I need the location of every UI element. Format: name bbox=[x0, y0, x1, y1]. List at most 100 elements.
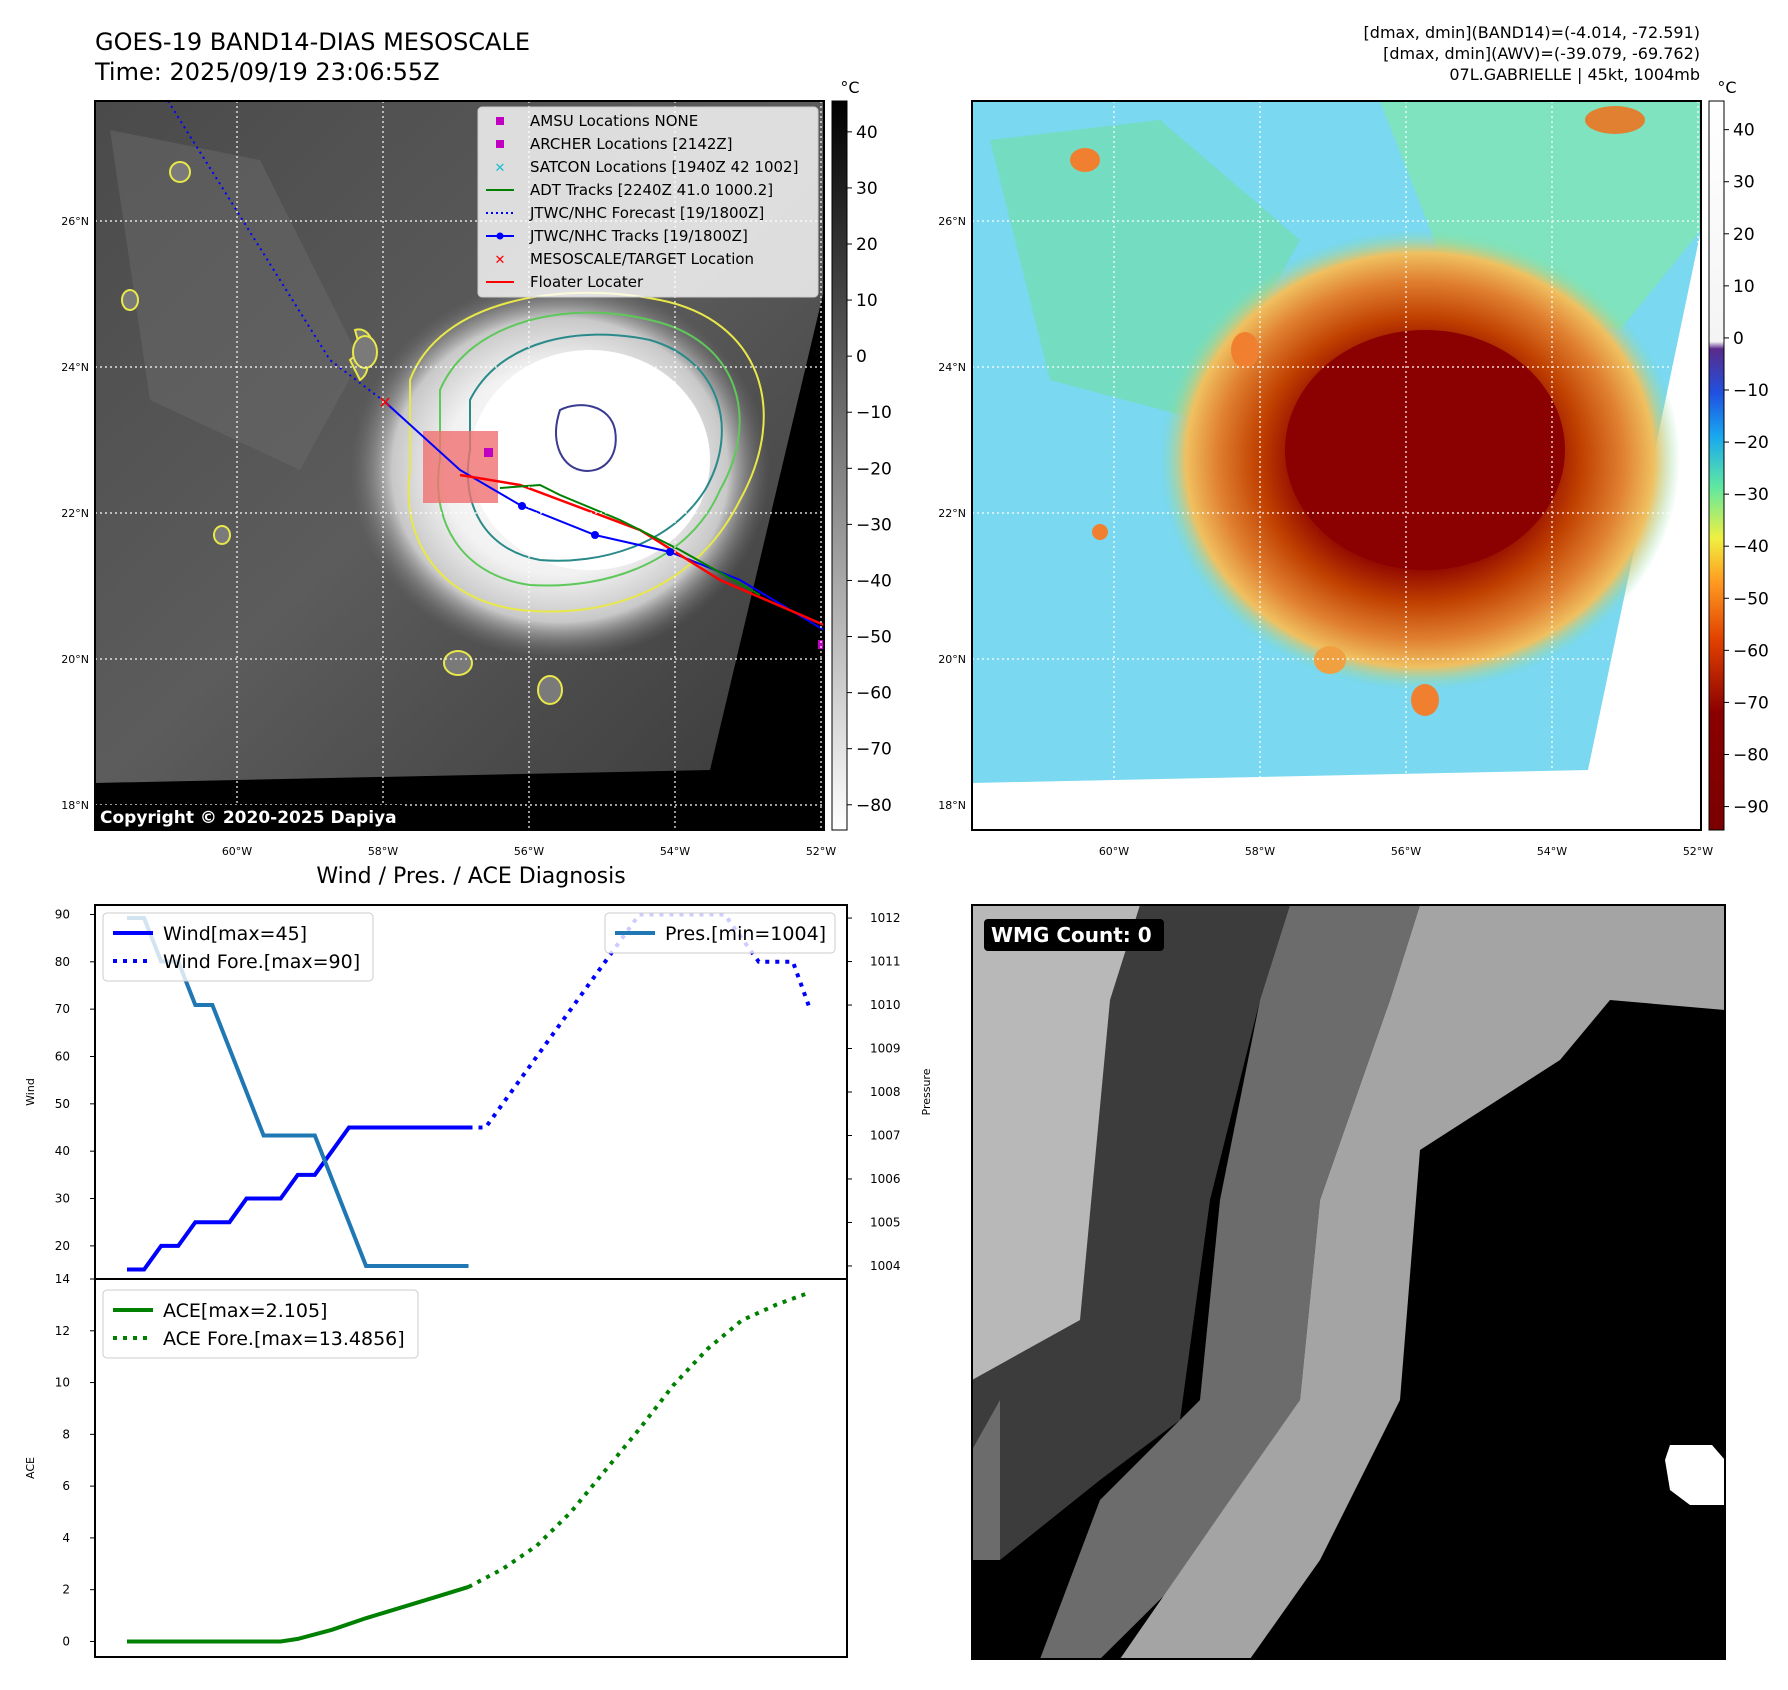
legend-marker-square bbox=[496, 117, 504, 125]
legend-label: JTWC/NHC Forecast [19/1800Z] bbox=[529, 204, 764, 222]
track-point bbox=[518, 502, 526, 510]
colorbar-tick-label: −50 bbox=[1733, 589, 1769, 609]
lon-label: 60°W bbox=[222, 845, 252, 858]
cloud-cell bbox=[1314, 646, 1346, 674]
map-legend: AMSU Locations NONE ARCHER Locations [214… bbox=[477, 106, 819, 298]
colorbar-tick-label: −60 bbox=[856, 684, 892, 704]
color-colorbar-unit: °C bbox=[1717, 78, 1736, 97]
cloud-cell bbox=[537, 675, 563, 705]
map-grid bbox=[972, 101, 1701, 830]
colorbar-tick-label: 20 bbox=[1733, 225, 1755, 245]
wind-line bbox=[127, 1125, 469, 1272]
cloud-cell bbox=[352, 335, 378, 369]
contour-teal bbox=[466, 333, 723, 562]
lat-label: 24°N bbox=[938, 361, 966, 374]
cloud-cell bbox=[1411, 684, 1439, 716]
copyright-box bbox=[95, 805, 405, 830]
cloud-cell bbox=[213, 525, 231, 545]
wmg-count-badge bbox=[984, 919, 1164, 951]
stats-band14: [dmax, dmin](BAND14)=(-4.014, -72.591) bbox=[1364, 23, 1700, 42]
storm-core bbox=[1285, 330, 1565, 570]
wind-ylabel: Wind bbox=[24, 1078, 37, 1106]
colorbar-tick-label: −10 bbox=[856, 403, 892, 423]
colorbar-tick-label: 10 bbox=[1733, 277, 1755, 297]
pressure-ytick-label: 1012 bbox=[870, 911, 901, 925]
colorbar-tick-label: 10 bbox=[856, 291, 878, 311]
legend-marker-square bbox=[496, 140, 504, 148]
wind-ytick-label: 60 bbox=[55, 1049, 70, 1063]
floater-track bbox=[459, 473, 824, 627]
lon-label: 56°W bbox=[1391, 845, 1421, 858]
legend-label: SATCON Locations [1940Z 42 1002] bbox=[530, 158, 798, 176]
cloud-cell bbox=[1585, 106, 1645, 134]
ace-ytick-label: 2 bbox=[62, 1583, 70, 1597]
wmg-zone-white bbox=[1665, 1445, 1725, 1505]
gray-colorbar-unit: °C bbox=[840, 78, 859, 97]
wmg-panel: WMG Count: 0 bbox=[971, 904, 1726, 1660]
colorbar-tick-label: −80 bbox=[1733, 745, 1769, 765]
pressure-ylabel: Pressure bbox=[920, 1068, 933, 1115]
floater-box bbox=[423, 431, 498, 503]
colorbar-tick-label: −10 bbox=[1733, 381, 1769, 401]
legend-label: JTWC/NHC Tracks [19/1800Z] bbox=[529, 227, 748, 245]
pressure-ytick-label: 1006 bbox=[870, 1172, 901, 1186]
map-frame bbox=[94, 100, 825, 831]
legend-marker-x: ✕ bbox=[495, 161, 506, 176]
wind-ytick-label: 20 bbox=[55, 1239, 70, 1253]
colorbar-tick-label: −70 bbox=[1733, 693, 1769, 713]
lat-label: 26°N bbox=[938, 215, 966, 228]
contour-green bbox=[437, 311, 741, 587]
chart-legend-label: Pres.[min=1004] bbox=[665, 923, 826, 945]
colorbar-tick-label: −90 bbox=[1733, 798, 1769, 818]
lon-label: 58°W bbox=[368, 845, 398, 858]
diagnosis-title: Wind / Pres. / ACE Diagnosis bbox=[316, 864, 625, 889]
cloud-cell bbox=[1231, 332, 1259, 368]
lat-label: 20°N bbox=[61, 653, 89, 666]
wmg-count: WMG Count: 0 bbox=[991, 923, 1152, 947]
chart-legend-box bbox=[604, 912, 836, 954]
colorbar-tick-label: −70 bbox=[856, 740, 892, 760]
cloud-cell bbox=[443, 650, 473, 676]
wmg-frame bbox=[971, 904, 1726, 1660]
lon-label: 52°W bbox=[1683, 845, 1713, 858]
chart-legend-label: ACE Fore.[max=13.4856] bbox=[163, 1328, 405, 1350]
legend-label: MESOSCALE/TARGET Location bbox=[530, 250, 754, 268]
lon-label: 60°W bbox=[1099, 845, 1129, 858]
colorbar-tick-label: −40 bbox=[856, 571, 892, 591]
wind-ytick-label: 90 bbox=[55, 907, 70, 921]
gray-colorbar: °C 40 30 20 10 0 −10 −20 −30 −40 −50 −60 −70 −80 bbox=[831, 78, 892, 831]
cloud-cell bbox=[1092, 524, 1108, 540]
color-colorbar-ramp bbox=[1708, 100, 1725, 831]
legend-label: ADT Tracks [2240Z 41.0 1000.2] bbox=[530, 181, 773, 199]
ace-ytick-label: 10 bbox=[55, 1376, 70, 1390]
forecast-track bbox=[167, 101, 386, 403]
figure-title: GOES-19 BAND14-DIAS MESOSCALE bbox=[95, 28, 530, 56]
contour-core bbox=[555, 404, 617, 472]
colorbar-tick-label: −80 bbox=[856, 796, 892, 816]
colorbar-tick-label: 30 bbox=[856, 179, 878, 199]
lat-label: 22°N bbox=[61, 507, 89, 520]
pressure-ytick-label: 1011 bbox=[870, 955, 901, 969]
copyright: Copyright © 2020-2025 Dapiya bbox=[100, 808, 397, 828]
archer-marker bbox=[484, 448, 493, 457]
pressure-ytick-label: 1007 bbox=[870, 1128, 901, 1142]
legend-label: ARCHER Locations [2142Z] bbox=[530, 135, 733, 153]
wind-ytick-label: 50 bbox=[55, 1097, 70, 1111]
wind-ytick-label: 30 bbox=[55, 1192, 70, 1206]
wind-ytick-label: 70 bbox=[55, 1002, 70, 1016]
wmg-zone-dark bbox=[972, 905, 1290, 1560]
legend-marker-x: ✕ bbox=[495, 253, 506, 268]
legend-box bbox=[477, 106, 819, 298]
pressure-ytick-label: 1010 bbox=[870, 998, 901, 1012]
ace-line bbox=[127, 1585, 470, 1644]
archer-marker bbox=[818, 640, 824, 649]
cloud-cell bbox=[1070, 148, 1100, 172]
wmg-zone-mid bbox=[1040, 905, 1420, 1659]
lat-label: 18°N bbox=[938, 799, 966, 812]
colorbar-tick-label: 0 bbox=[1733, 329, 1744, 349]
ace-ytick-label: 0 bbox=[62, 1634, 70, 1648]
legend-label: Floater Locater bbox=[530, 273, 644, 291]
pressure-ytick-label: 1004 bbox=[870, 1259, 901, 1273]
figure-time: Time: 2025/09/19 23:06:55Z bbox=[94, 58, 440, 86]
